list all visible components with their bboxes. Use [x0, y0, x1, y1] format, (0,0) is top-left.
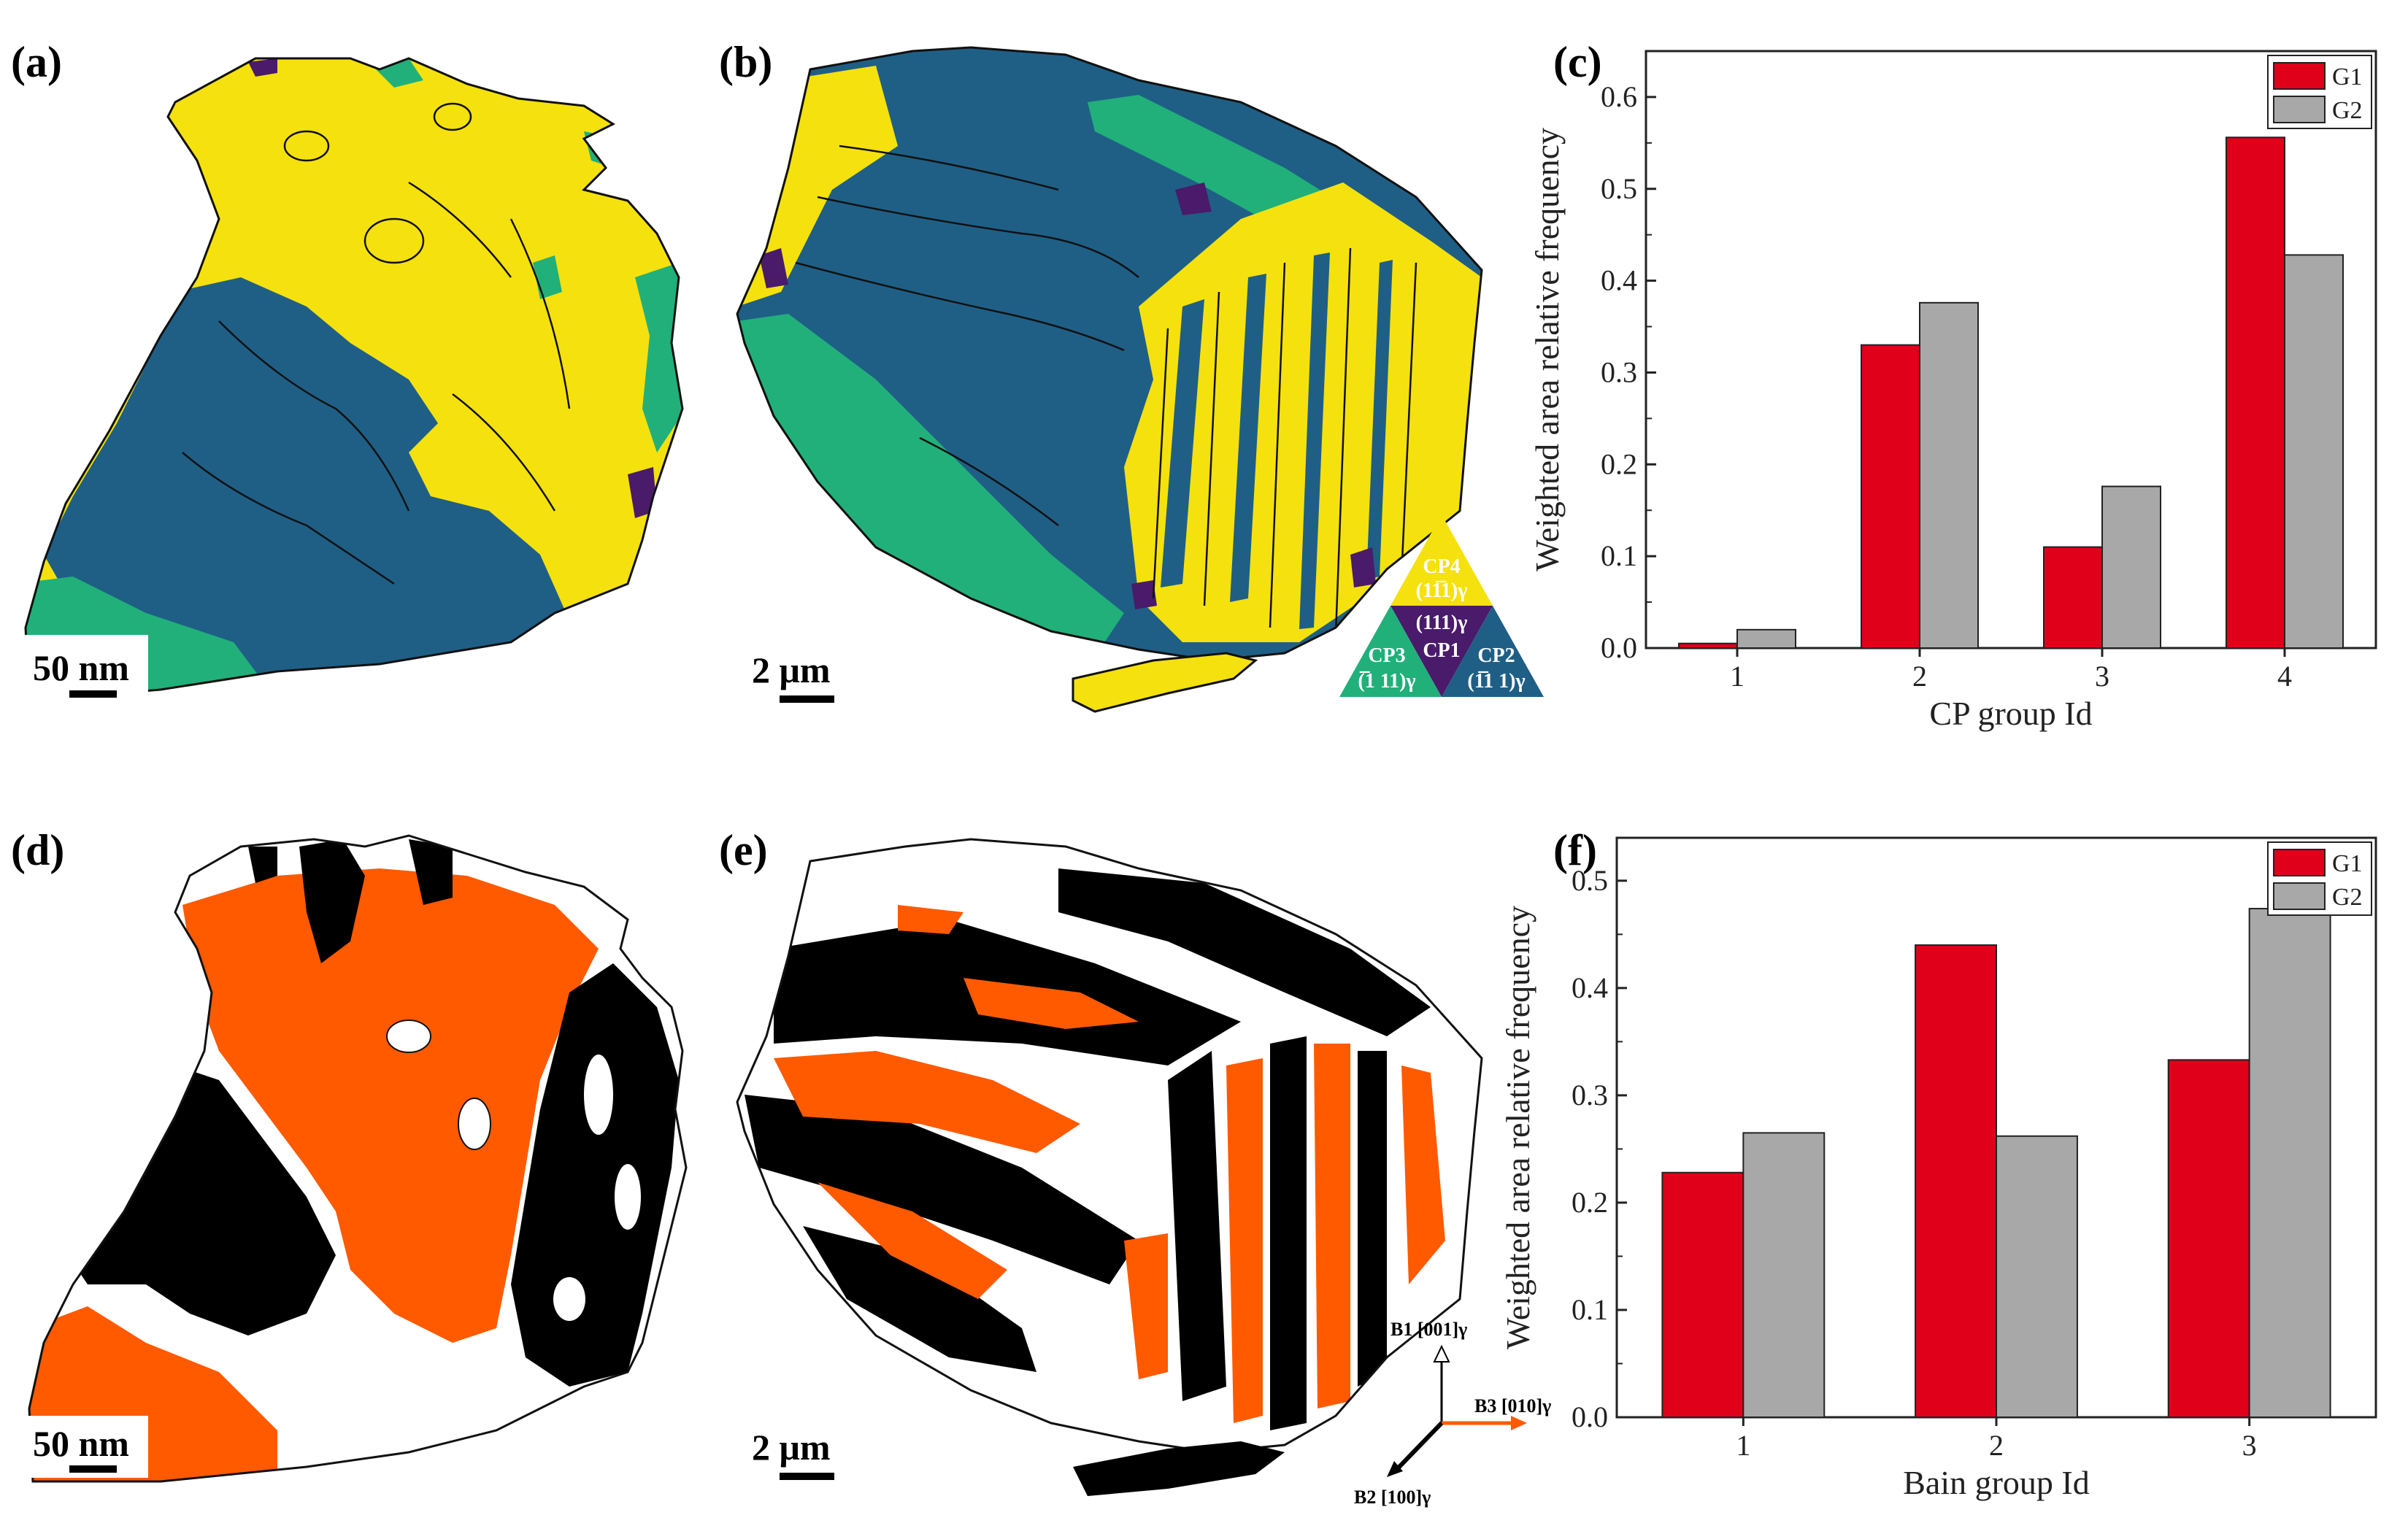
panel-d-scalebar-label: 50 nm — [33, 1423, 129, 1464]
cp3-label: CP3 — [1368, 644, 1405, 667]
panel-a-cp-map — [26, 58, 682, 701]
y-tick-label: 0.6 — [1601, 80, 1637, 113]
panel-b-label: (b) — [719, 38, 772, 86]
y-tick-label: 0.3 — [1601, 355, 1637, 388]
panel-a-scalebar-label: 50 nm — [33, 647, 129, 688]
panel-b-scalebar-label: 2 μm — [752, 650, 831, 690]
y-tick-label: 0.2 — [1601, 447, 1637, 480]
b3-label: B3 [010]γ — [1474, 1395, 1551, 1417]
bar-g2-4 — [2284, 254, 2344, 649]
panel-d-scalebar — [69, 1465, 117, 1473]
panel-d: (d) 50 nm — [11, 826, 688, 1483]
bar-g1-3 — [2167, 1059, 2250, 1419]
panel-f: (f) 1 2 3 0.0 0.1 0.2 0.3 0.4 0.5 Bain group Id We… — [1499, 826, 2377, 1501]
panel-d-bain-map — [29, 836, 686, 1481]
bain-axes-triad: B1 [001]γ B3 [010]γ B2 [100]γ — [1354, 1319, 1551, 1508]
panel-e: (e) 2 μm — [719, 826, 1551, 1508]
y-tick-label: 0.5 — [1601, 172, 1637, 205]
x-axis-label: CP group Id — [1929, 695, 2092, 732]
panel-c: (c) 1 2 3 4 0.0 0.1 0.2 0.3 0.4 0.5 0.6 CP group Id… — [1528, 38, 2377, 732]
y-tick-label: 0.2 — [1572, 1186, 1608, 1219]
x-tick-label: 2 — [1989, 1429, 2004, 1462]
y-tick-label: 0.1 — [1601, 539, 1637, 572]
b2-arrow — [1387, 1461, 1403, 1477]
panel-b-cp-map — [737, 47, 1482, 660]
b3-arrow — [1511, 1416, 1527, 1430]
bar-g2-3 — [2101, 485, 2161, 649]
bar-g2-1 — [1736, 628, 1796, 649]
x-axis-label: Bain group Id — [1903, 1464, 2090, 1501]
y-axis-label: Weighted area relative frequency — [1528, 128, 1566, 571]
panel-c-label: (c) — [1553, 38, 1602, 86]
panel-e-label: (e) — [719, 826, 768, 874]
legend-swatch-g1 — [2273, 62, 2326, 90]
bar-g2-1 — [1742, 1132, 1826, 1418]
bar-g1-4 — [2226, 136, 2285, 649]
bar-g1-2 — [1861, 344, 1920, 649]
bar-g1-3 — [2043, 546, 2103, 649]
cp1-label: CP1 — [1423, 639, 1460, 662]
panel-e-bain-map — [737, 839, 1482, 1452]
x-tick-label: 3 — [2095, 660, 2109, 693]
y-tick-label: 0.0 — [1572, 1400, 1608, 1433]
panel-e-scalebar — [780, 1473, 834, 1480]
legend-label-g1: G1 — [2332, 850, 2363, 877]
panel-e-scalebar-label: 2 μm — [752, 1427, 831, 1468]
bar-g2-2 — [1996, 1135, 2078, 1418]
cp1-plane-label: (111)γ — [1416, 612, 1468, 634]
b2-label: B2 [100]γ — [1354, 1487, 1431, 1508]
cp2-label: CP2 — [1477, 644, 1515, 667]
panel-a-scalebar — [69, 690, 117, 698]
legend-label-g2: G2 — [2332, 97, 2363, 124]
y-tick-label: 0.1 — [1572, 1293, 1608, 1326]
panel-f-label: (f) — [1553, 826, 1597, 874]
panel-d-label: (d) — [11, 826, 64, 874]
bar-g1-1 — [1661, 1171, 1745, 1419]
bar-g1-2 — [1915, 944, 1997, 1418]
chart-f: 1 2 3 0.0 0.1 0.2 0.3 0.4 0.5 Bain group Id Weight… — [1499, 836, 2377, 1501]
legend-swatch-g2 — [2273, 882, 2326, 910]
x-tick-label: 4 — [2277, 660, 2292, 693]
cp3-plane-label: (̅1 11)γ — [1358, 670, 1415, 693]
x-tick-label: 3 — [2242, 1429, 2257, 1462]
chart-c: 1 2 3 4 0.0 0.1 0.2 0.3 0.4 0.5 0.6 CP group Id Weig… — [1528, 50, 2377, 732]
panel-a-label: (a) — [11, 38, 62, 86]
cp4-plane-label: (11̅1)γ — [1416, 579, 1468, 602]
y-tick-label: 0.3 — [1572, 1079, 1608, 1111]
y-tick-label: 0.4 — [1572, 971, 1608, 1004]
cp2-plane-label: (1̅1 1)γ — [1467, 670, 1525, 693]
legend-swatch-g1 — [2273, 849, 2326, 876]
cp4-swatch — [1390, 514, 1493, 606]
bar-g2-2 — [1919, 301, 1979, 649]
x-tick-label: 2 — [1912, 660, 1927, 693]
b1-label: B1 [001]γ — [1390, 1319, 1467, 1340]
y-tick-label: 0.5 — [1572, 864, 1608, 897]
cp1-swatch — [1390, 606, 1493, 697]
y-axis-label: Weighted area relative frequency — [1499, 906, 1536, 1349]
bar-g2-3 — [2248, 908, 2331, 1418]
legend-swatch-g2 — [2273, 96, 2326, 123]
x-tick-label: 1 — [1736, 1429, 1750, 1462]
cp4-label: CP4 — [1423, 555, 1460, 578]
cp2-swatch — [1442, 606, 1544, 697]
panel-b: (b) — [719, 38, 1544, 713]
cp3-swatch — [1339, 606, 1442, 697]
panel-b-fragment — [1072, 652, 1258, 713]
panel-a: (a) 50 nm — [11, 38, 684, 704]
x-tick-label: 1 — [1730, 660, 1745, 693]
b1-arrow — [1433, 1344, 1450, 1363]
y-tick-label: 0.4 — [1601, 264, 1637, 297]
panel-e-fragment — [1073, 1441, 1285, 1496]
legend-label-g1: G1 — [2332, 63, 2363, 90]
panel-b-scalebar — [780, 695, 834, 703]
legend-label-g2: G2 — [2332, 884, 2363, 911]
chart-frame — [1645, 50, 2377, 650]
y-tick-label: 0.0 — [1601, 631, 1637, 664]
cp-triangle-legend: CP4 (11̅1)γ (111)γ CP1 CP3 (̅1 11)γ CP2 … — [1339, 514, 1544, 697]
bar-g1-1 — [1678, 642, 1738, 650]
